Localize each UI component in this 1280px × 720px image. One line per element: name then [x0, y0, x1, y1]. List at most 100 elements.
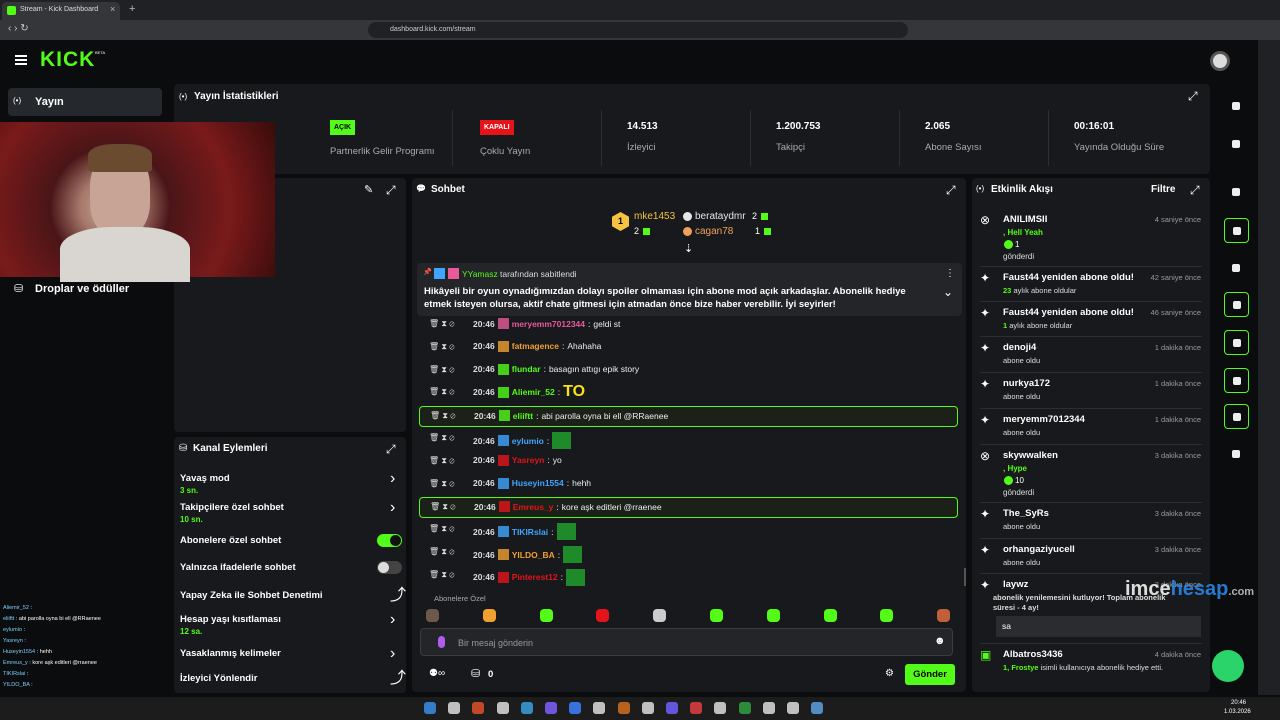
taskbar-app[interactable]: [569, 702, 582, 714]
action-row[interactable]: Yapay Zeka ile Sohbet Denetimi ⤴: [180, 588, 406, 614]
taskbar-app[interactable]: [762, 702, 775, 714]
taskbar-app[interactable]: [593, 702, 606, 714]
taskbar-app[interactable]: [448, 702, 461, 714]
action-row[interactable]: Yavaş mod 3 sn. ›: [180, 471, 400, 497]
mod-actions[interactable]: 🗑 ⧗ ⊘: [429, 319, 455, 328]
event-user[interactable]: ANILIMSII: [1003, 214, 1048, 225]
username[interactable]: eylumio: [511, 435, 544, 446]
action-row[interactable]: Yalnızca ifadelerle sohbet: [180, 561, 402, 586]
username[interactable]: Emreus_y: [512, 501, 554, 512]
event-user[interactable]: The_SyRs: [1003, 508, 1049, 519]
chat-bubble-button[interactable]: [1212, 650, 1244, 682]
taskbar-app[interactable]: [690, 702, 703, 714]
emote[interactable]: [710, 609, 723, 622]
taskbar-app[interactable]: [424, 702, 436, 714]
event-user[interactable]: meryemm7012344: [1003, 414, 1085, 425]
emote[interactable]: [539, 609, 553, 622]
action-row[interactable]: İzleyici Yönlendir ⤴: [180, 671, 406, 697]
nav-buttons[interactable]: ‹ › ↻: [8, 23, 29, 34]
toggle[interactable]: [377, 534, 402, 547]
toggle[interactable]: [377, 561, 402, 574]
taskbar-app[interactable]: [472, 702, 485, 714]
emote[interactable]: [426, 609, 439, 622]
gifter-name[interactable]: cagan78: [695, 226, 734, 237]
taskbar-app[interactable]: [641, 702, 654, 714]
settings-icon[interactable]: ⚙: [885, 668, 894, 679]
mod-actions[interactable]: 🗑 ⧗ ⊘: [429, 524, 455, 534]
taskbar-app[interactable]: [545, 702, 557, 714]
tool-button[interactable]: [1224, 404, 1249, 429]
event-user[interactable]: denoji4: [1003, 342, 1037, 353]
emote[interactable]: [937, 609, 951, 622]
gifter-name[interactable]: mke1453: [634, 211, 676, 222]
gifter-name[interactable]: berataydmr: [695, 211, 746, 222]
tool-button[interactable]: [1224, 256, 1249, 281]
users-icon[interactable]: ⚉∞: [429, 668, 446, 679]
username[interactable]: Yasreyn: [511, 455, 545, 466]
mod-actions[interactable]: 🗑 ⧗ ⊘: [429, 455, 455, 465]
sidebar-item[interactable]: (•) Yayın: [8, 88, 162, 116]
emote[interactable]: [653, 609, 667, 622]
mod-actions[interactable]: 🗑 ⧗ ⊘: [430, 502, 456, 512]
tool-button[interactable]: [1224, 330, 1249, 355]
event-user[interactable]: Albatros3436: [1003, 649, 1063, 660]
taskbar-app[interactable]: [617, 702, 630, 714]
emote[interactable]: [482, 609, 496, 622]
tool-button[interactable]: [1224, 292, 1249, 317]
emote[interactable]: [823, 609, 837, 622]
taskbar-app[interactable]: [496, 702, 509, 714]
taskbar-app[interactable]: [787, 702, 799, 714]
tool-button[interactable]: [1224, 94, 1249, 119]
browser-tab[interactable]: Stream - Kick Dashboard ×: [2, 2, 120, 20]
avatar[interactable]: [1210, 51, 1230, 71]
username[interactable]: fatmagence: [511, 341, 559, 352]
expand-icon[interactable]: ⤢: [1190, 183, 1200, 197]
expand-icon[interactable]: ⤢: [1188, 89, 1198, 103]
tool-button[interactable]: [1224, 442, 1249, 467]
tool-button[interactable]: [1224, 368, 1249, 393]
mod-actions[interactable]: 🗑 ⧗ ⊘: [429, 569, 455, 579]
emote[interactable]: [766, 609, 780, 622]
menu-button[interactable]: [15, 55, 27, 65]
send-button[interactable]: Gönder: [905, 664, 955, 685]
mod-actions[interactable]: 🗑 ⧗ ⊘: [429, 547, 455, 556]
tool-button[interactable]: [1224, 132, 1249, 157]
username[interactable]: flundar: [511, 364, 541, 375]
sidebar-label[interactable]: Droplar ve ödüller: [35, 283, 130, 295]
event-user[interactable]: orhangaziyucell: [1003, 544, 1075, 555]
action-row[interactable]: Hesap yaşı kısıtlaması 12 sa. ›: [180, 612, 400, 638]
mod-actions[interactable]: 🗑 ⧗ ⊘: [430, 411, 456, 421]
username[interactable]: eliiftt: [512, 410, 534, 421]
mod-actions[interactable]: 🗑 ⧗ ⊘: [429, 364, 455, 374]
expand-icon[interactable]: ⤢: [386, 442, 396, 456]
scroll-down-icon[interactable]: ⇣: [684, 243, 694, 255]
tab-close[interactable]: ×: [110, 4, 116, 14]
taskbar-app[interactable]: [811, 702, 824, 714]
url-field[interactable]: [368, 22, 908, 38]
new-tab[interactable]: +: [129, 3, 136, 15]
action-row[interactable]: Takipçilere özel sohbet 10 sn. ›: [180, 500, 400, 526]
emote[interactable]: [880, 609, 894, 622]
edit-icon[interactable]: ✎: [364, 184, 374, 196]
event-user[interactable]: Faust44 yeniden abone oldu!: [1003, 307, 1134, 318]
expand-icon[interactable]: ⤢: [386, 183, 396, 197]
username[interactable]: Aliemir_52: [511, 387, 555, 398]
mod-actions[interactable]: 🗑 ⧗ ⊘: [429, 433, 455, 442]
mod-actions[interactable]: 🗑 ⧗ ⊘: [429, 478, 455, 488]
collapse-icon[interactable]: ⌄: [943, 285, 954, 299]
username[interactable]: Huseyin1554: [511, 478, 564, 489]
event-user[interactable]: Faust44 yeniden abone oldu!: [1003, 272, 1134, 283]
mod-actions[interactable]: 🗑 ⧗ ⊘: [429, 341, 455, 351]
message-input[interactable]: Bir mesaj gönderin ☻: [420, 628, 953, 656]
tool-button[interactable]: [1224, 218, 1249, 243]
event-user[interactable]: nurkya172: [1003, 378, 1051, 389]
event-user[interactable]: laywz: [1003, 579, 1029, 590]
taskbar-app[interactable]: [714, 702, 727, 714]
emote[interactable]: [596, 609, 610, 622]
event-user[interactable]: skywwalken: [1003, 450, 1058, 461]
action-row[interactable]: Yasaklanmış kelimeler ›: [180, 646, 400, 672]
username[interactable]: meryemm7012344: [511, 318, 586, 329]
username[interactable]: Pinterest12: [511, 572, 558, 583]
expand-icon[interactable]: ⤢: [946, 183, 956, 197]
taskbar-app[interactable]: [738, 702, 751, 714]
